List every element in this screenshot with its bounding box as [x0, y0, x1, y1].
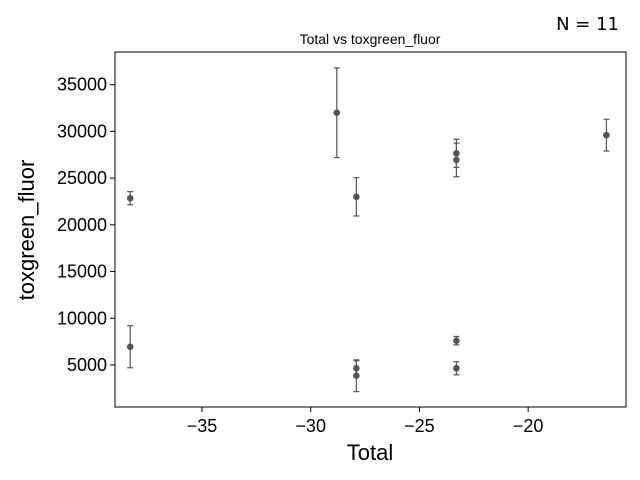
y-axis-label: toxgreen_fluor: [14, 160, 39, 301]
y-tick-label: 5000: [67, 355, 107, 375]
axes-frame: [114, 51, 627, 408]
plot-area: −35 −30 −25 −20 5000 10000 15000 20000 25000 3000…: [57, 67, 610, 436]
y-tick-label: 20000: [57, 215, 107, 235]
x-tick-label: −35: [187, 416, 218, 436]
x-tick-label: −20: [513, 416, 544, 436]
data-point: [453, 364, 460, 372]
data-point: [333, 109, 341, 117]
data-point: [126, 343, 134, 351]
x-tick-label: −25: [404, 416, 435, 436]
x-axis-label: Total: [347, 440, 393, 465]
data-point: [453, 156, 460, 164]
y-tick-label: 25000: [57, 168, 107, 188]
data-point: [353, 193, 360, 201]
sample-count-annotation: N = 11: [556, 14, 619, 35]
data-point: [603, 131, 610, 139]
x-tick-label: −30: [295, 416, 326, 436]
data-point: [126, 194, 134, 202]
y-tick-label: 30000: [57, 121, 107, 141]
y-tick-label: 10000: [57, 308, 107, 328]
y-tick-label: 35000: [57, 75, 107, 95]
y-tick-label: 15000: [57, 262, 107, 282]
data-point: [453, 337, 460, 344]
chart-title: Total vs toxgreen_fluor: [300, 31, 441, 47]
data-point: [353, 372, 360, 380]
